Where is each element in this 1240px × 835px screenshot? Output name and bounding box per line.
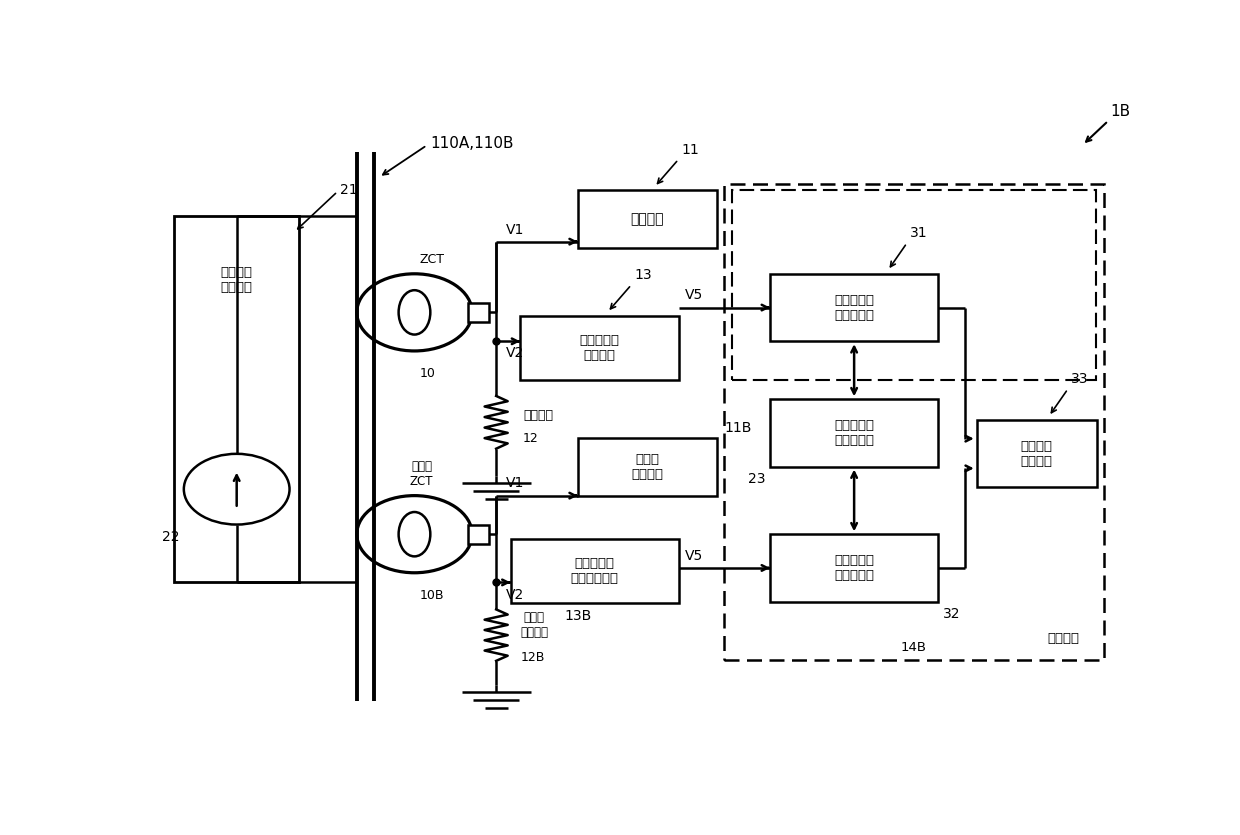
Text: 22: 22 bbox=[161, 529, 179, 544]
Bar bbox=[770, 534, 939, 602]
Text: V5: V5 bbox=[684, 288, 703, 302]
Text: 110A,110B: 110A,110B bbox=[430, 136, 513, 151]
Bar bbox=[578, 190, 717, 248]
Text: 11B: 11B bbox=[725, 421, 753, 434]
Bar bbox=[977, 420, 1096, 488]
Bar bbox=[770, 274, 939, 342]
Text: 21: 21 bbox=[341, 183, 358, 197]
Text: 补偿用比较
电压生成电路: 补偿用比较 电压生成电路 bbox=[570, 557, 619, 584]
Text: 10: 10 bbox=[419, 367, 435, 380]
Text: 12B: 12B bbox=[521, 651, 544, 664]
Text: 直流接地
判定电路: 直流接地 判定电路 bbox=[1021, 439, 1053, 468]
Text: V2: V2 bbox=[506, 588, 525, 601]
Text: 12: 12 bbox=[523, 432, 539, 445]
Bar bbox=[511, 539, 678, 603]
Text: V1: V1 bbox=[506, 222, 525, 236]
Bar bbox=[521, 316, 678, 380]
Bar bbox=[469, 303, 490, 322]
Text: 补偿用
ZCT: 补偿用 ZCT bbox=[409, 460, 433, 488]
Text: 补偿用
振荡电路: 补偿用 振荡电路 bbox=[631, 453, 663, 481]
Text: 正向直流接
地判定电路: 正向直流接 地判定电路 bbox=[835, 294, 874, 321]
Text: 31: 31 bbox=[910, 226, 928, 240]
Text: 11: 11 bbox=[682, 143, 699, 157]
Text: 23: 23 bbox=[748, 472, 765, 486]
Text: 偏移电流
产生电路: 偏移电流 产生电路 bbox=[221, 266, 253, 294]
Text: 14B: 14B bbox=[900, 641, 926, 655]
Text: 补偿用
分压电阻: 补偿用 分压电阻 bbox=[521, 611, 548, 640]
Bar bbox=[724, 184, 1104, 660]
Text: ZCT: ZCT bbox=[419, 253, 444, 266]
Text: 比较电压值
生成电路: 比较电压值 生成电路 bbox=[579, 334, 620, 362]
Bar bbox=[732, 190, 1096, 380]
Text: 33: 33 bbox=[1071, 372, 1089, 387]
Text: 10B: 10B bbox=[419, 589, 444, 602]
Text: 1B: 1B bbox=[1110, 104, 1131, 119]
Bar bbox=[770, 399, 939, 467]
Text: 13B: 13B bbox=[564, 610, 591, 624]
Text: V2: V2 bbox=[506, 347, 525, 361]
Text: 分压电阻: 分压电阻 bbox=[523, 409, 553, 423]
Bar bbox=[469, 524, 490, 544]
Text: 32: 32 bbox=[942, 607, 961, 621]
Text: 控制电路: 控制电路 bbox=[1048, 632, 1080, 645]
Text: 振荡电路: 振荡电路 bbox=[631, 212, 665, 226]
Bar bbox=[174, 216, 299, 583]
Text: V5: V5 bbox=[684, 549, 703, 563]
Text: 13: 13 bbox=[635, 268, 652, 282]
Text: 接地判定用
阈值存储器: 接地判定用 阈值存储器 bbox=[835, 419, 874, 447]
Text: 反向直流接
地判定电路: 反向直流接 地判定电路 bbox=[835, 554, 874, 582]
Bar bbox=[578, 438, 717, 496]
Text: V1: V1 bbox=[506, 477, 525, 490]
